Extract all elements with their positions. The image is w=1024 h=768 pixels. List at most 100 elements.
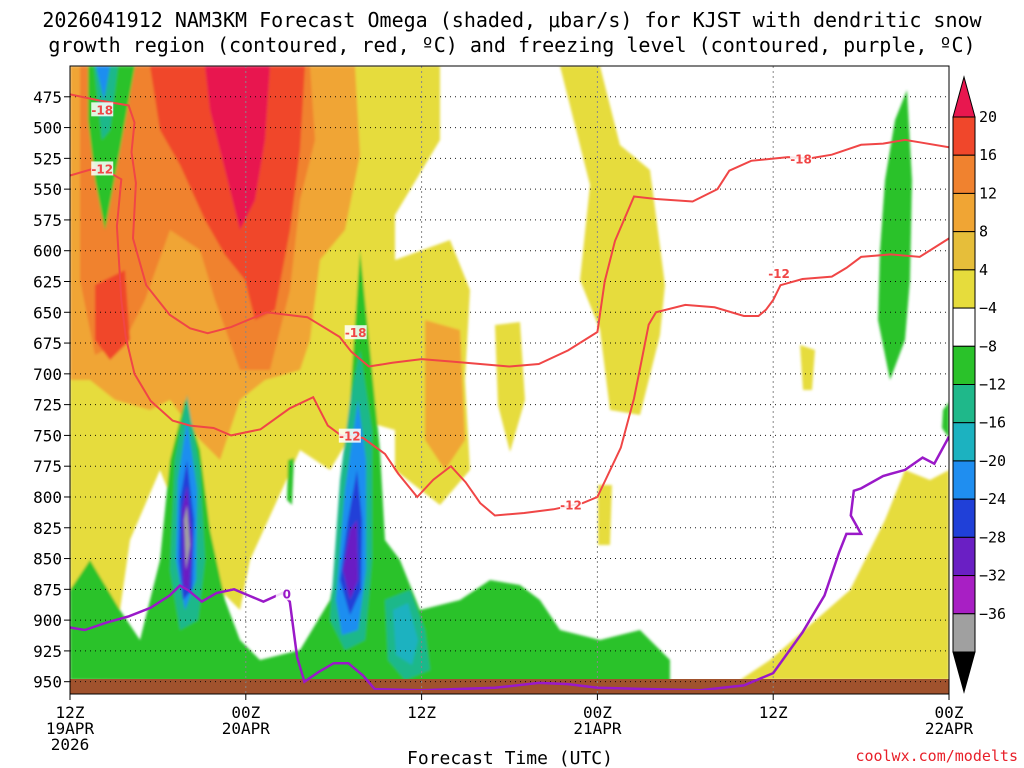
dgz-contour-minus12 — [70, 165, 949, 517]
plot-frame — [69, 65, 950, 695]
contour-label-bg-6 — [768, 266, 791, 281]
omega-field-yellow-small — [598, 485, 612, 545]
colorbar-top-triangle — [952, 75, 976, 118]
contour-labels: -18 -12 -18 -12 -12 -18 -12 0 — [91, 102, 813, 601]
chart-title-line-2: growth region (contoured, red, ºC) and f… — [48, 33, 975, 57]
contour-label-bg-0 — [91, 102, 114, 117]
colorbar-label-3: 8 — [979, 223, 988, 241]
y-tick-label-525: 525 — [33, 149, 62, 168]
colorbar-label-10: −24 — [979, 490, 1006, 508]
contour-label-4: -12 — [560, 499, 582, 513]
y-tick-label-875: 875 — [33, 580, 62, 599]
y-tick-label-575: 575 — [33, 211, 62, 230]
omega-field-yellow-center — [560, 66, 665, 415]
y-tick-label-775: 775 — [33, 457, 62, 476]
colorbar-label-6: −8 — [979, 337, 997, 355]
y-tick-label-650: 650 — [33, 303, 62, 322]
colorbar-box-0 — [952, 116, 976, 156]
contour-label-0: -18 — [91, 103, 113, 117]
y-tick-label-900: 900 — [33, 611, 62, 630]
x-tick-label-4-1: 12Z — [759, 703, 788, 722]
contour-label-3: -12 — [339, 430, 361, 444]
x-tick-label-3-1: 00Z — [583, 703, 612, 722]
y-tick-label-675: 675 — [33, 334, 62, 353]
colorbar-label-11: −28 — [979, 528, 1006, 546]
omega-shading — [70, 66, 949, 685]
colorbar-box-6 — [952, 345, 976, 385]
colorbar-label-0: 20 — [979, 108, 997, 126]
y-tick-label-825: 825 — [33, 519, 62, 538]
x-tick-label-5-2: 22APR — [925, 719, 974, 738]
y-tick-label-750: 750 — [33, 426, 62, 445]
omega-field-magenta — [205, 66, 270, 230]
colorbar-box-13 — [952, 613, 976, 653]
y-tick-label-700: 700 — [33, 365, 62, 384]
omega-field-blue-upper — [96, 66, 110, 100]
colorbar-label-13: −36 — [979, 605, 1006, 623]
omega-field-yellow-right — [740, 470, 949, 680]
contour-label-1: -12 — [91, 162, 113, 176]
y-axis: 475 500 525 550 575 600 625 650 675 700 725 750 775 8… — [33, 88, 70, 692]
y-tick-label-800: 800 — [33, 488, 62, 507]
colorbar-label-7: −12 — [979, 376, 1006, 394]
y-tick-label-500: 500 — [33, 119, 62, 138]
x-tick-label-0-2: 19APR — [46, 719, 95, 738]
contour-label-bg-2 — [344, 325, 367, 340]
x-axis-label: Forecast Time (UTC) — [407, 748, 613, 768]
omega-field-yellow-mid — [495, 322, 525, 452]
colorbar-box-1 — [952, 154, 976, 194]
contour-label-bg-4 — [560, 497, 583, 512]
contour-label-bg-1 — [91, 161, 114, 176]
contour-label-bg-3 — [338, 428, 361, 443]
colorbar-label-1: 16 — [979, 146, 997, 164]
omega-field-green-speck — [287, 458, 294, 505]
omega-field-yellow-top — [355, 66, 420, 160]
y-tick-label-850: 850 — [33, 550, 62, 569]
chart-title-line-1: 2026041912 NAM3KM Forecast Omega (shaded… — [42, 8, 982, 32]
colorbar-box-9 — [952, 460, 976, 500]
colorbar-box-8 — [952, 422, 976, 462]
colorbar-label-4: 4 — [979, 261, 988, 279]
y-tick-label-600: 600 — [33, 242, 62, 261]
colorbar: 20 16 12 8 4 −4 −8 −12 −16 −20 −24 −28 −32 −36 — [952, 75, 1006, 694]
x-tick-label-3-2: 21APR — [573, 719, 622, 738]
contour-label-7: 0 — [283, 587, 291, 601]
y-tick-label-950: 950 — [33, 673, 62, 692]
omega-field-gray-col1 — [184, 505, 190, 570]
colorbar-box-12 — [952, 575, 976, 615]
colorbar-label-2: 12 — [979, 184, 997, 202]
y-tick-label-725: 725 — [33, 396, 62, 415]
colorbar-box-7 — [952, 384, 976, 424]
y-tick-label-475: 475 — [33, 88, 62, 107]
x-tick-label-0-3: 2026 — [51, 735, 90, 754]
colorbar-box-11 — [952, 536, 976, 577]
colorbar-box-5 — [952, 307, 976, 347]
contour-label-6: -12 — [768, 267, 790, 281]
contour-label-bg-5 — [790, 151, 813, 166]
omega-field-red — [150, 66, 305, 320]
y-tick-label-625: 625 — [33, 272, 62, 291]
colorbar-label-9: −20 — [979, 452, 1006, 470]
colorbar-label-12: −32 — [979, 567, 1006, 585]
omega-field-yellow-speck — [800, 345, 815, 390]
freezing-level-contour — [70, 436, 949, 690]
colorbar-bottom-triangle — [952, 651, 976, 694]
credit-text: coolwx.com/modelts — [855, 747, 1018, 765]
colorbar-box-2 — [952, 192, 976, 233]
x-tick-label-0-1: 12Z — [56, 703, 85, 722]
omega-field-green-edge — [942, 402, 949, 438]
y-tick-label-550: 550 — [33, 180, 62, 199]
contour-label-bg-7 — [275, 586, 298, 601]
y-tick-label-925: 925 — [33, 642, 62, 661]
omega-field-orange-strip — [425, 320, 465, 470]
omega-field-blue-pocket — [393, 603, 418, 665]
colorbar-box-10 — [952, 498, 976, 538]
contour-label-2: -18 — [345, 326, 367, 340]
omega-field-green-right — [878, 90, 912, 380]
x-tick-label-1-1: 00Z — [231, 703, 260, 722]
colorbar-label-5: −4 — [979, 299, 997, 317]
colorbar-label-8: −16 — [979, 414, 1006, 432]
colorbar-box-4 — [952, 269, 976, 309]
